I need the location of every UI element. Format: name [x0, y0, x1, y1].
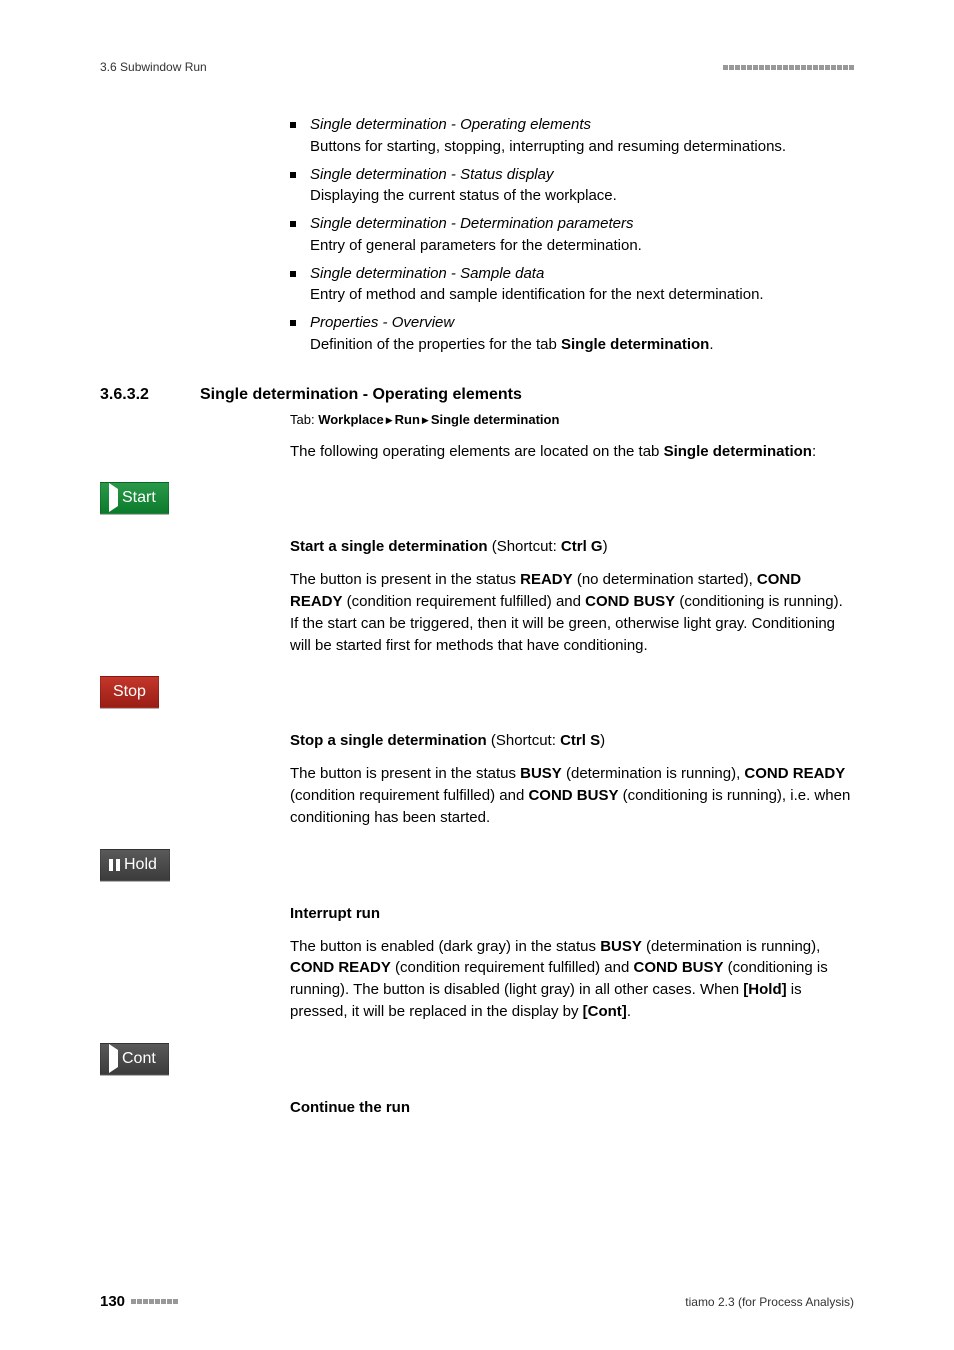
list-item-title: Single determination - Sample data [310, 265, 544, 282]
cont-button[interactable]: Cont [100, 1043, 169, 1075]
page-number: 130 [100, 1293, 125, 1310]
cont-button-block: Cont [100, 1043, 854, 1075]
bullet-icon [290, 271, 296, 277]
list-item: Single determination - Status display Di… [290, 164, 854, 208]
header-ornament [723, 65, 854, 70]
play-icon [109, 489, 118, 507]
list-item: Single determination - Sample data Entry… [290, 263, 854, 307]
start-button[interactable]: Start [100, 482, 169, 514]
list-item-title: Properties - Overview [310, 314, 454, 331]
footer-product: tiamo 2.3 (for Process Analysis) [685, 1295, 854, 1309]
stop-button-block: Stop [100, 676, 854, 708]
bullet-icon [290, 172, 296, 178]
stop-button[interactable]: Stop [100, 676, 159, 708]
play-icon [109, 1050, 118, 1068]
section-heading-row: 3.6.3.2 Single determination - Operating… [100, 386, 854, 404]
footer-ornament [131, 1299, 178, 1304]
start-button-label: Start [122, 489, 156, 507]
list-item-title: Single determination - Determination par… [310, 215, 634, 232]
header-section-label: 3.6 Subwindow Run [100, 60, 207, 74]
footer-left: 130 [100, 1293, 178, 1310]
list-item: Single determination - Operating element… [290, 114, 854, 158]
hold-button-block: Hold [100, 849, 854, 881]
list-item: Properties - Overview Definition of the … [290, 312, 854, 356]
list-item-desc: Buttons for starting, stopping, interrup… [310, 138, 786, 155]
hold-button-label: Hold [124, 856, 157, 874]
list-item-desc: Definition of the properties for the tab… [310, 336, 714, 353]
start-button-block: Start [100, 482, 854, 514]
tab-path: Tab: Workplace▶Run▶Single determination [290, 412, 854, 427]
hold-button[interactable]: Hold [100, 849, 170, 881]
page-footer: 130 tiamo 2.3 (for Process Analysis) [100, 1293, 854, 1310]
list-item-desc: Displaying the current status of the wor… [310, 187, 617, 204]
bullet-icon [290, 221, 296, 227]
list-item: Single determination - Determination par… [290, 213, 854, 257]
stop-heading: Stop a single determination (Shortcut: C… [290, 732, 854, 749]
start-heading: Start a single determination (Shortcut: … [290, 538, 854, 555]
stop-button-label: Stop [113, 683, 146, 701]
start-paragraph: The button is present in the status READ… [290, 569, 854, 656]
stop-paragraph: The button is present in the status BUSY… [290, 763, 854, 828]
triangle-separator-icon: ▶ [384, 415, 395, 425]
list-item-desc: Entry of general parameters for the dete… [310, 237, 642, 254]
hold-heading: Interrupt run [290, 905, 854, 922]
bullet-icon [290, 320, 296, 326]
list-item-desc: Entry of method and sample identificatio… [310, 286, 764, 303]
pause-icon [109, 859, 120, 871]
cont-button-label: Cont [122, 1050, 156, 1068]
hold-paragraph: The button is enabled (dark gray) in the… [290, 936, 854, 1023]
section-title: Single determination - Operating element… [200, 386, 522, 404]
triangle-separator-icon: ▶ [420, 415, 431, 425]
section-number: 3.6.3.2 [100, 386, 200, 404]
list-item-title: Single determination - Operating element… [310, 116, 591, 133]
bullet-icon [290, 122, 296, 128]
page-header: 3.6 Subwindow Run [100, 60, 854, 74]
list-item-title: Single determination - Status display [310, 166, 553, 183]
cont-heading: Continue the run [290, 1099, 854, 1116]
bullet-list-container: Single determination - Operating element… [290, 114, 854, 356]
feature-bullet-list: Single determination - Operating element… [290, 114, 854, 356]
section-intro: The following operating elements are loc… [290, 441, 854, 463]
